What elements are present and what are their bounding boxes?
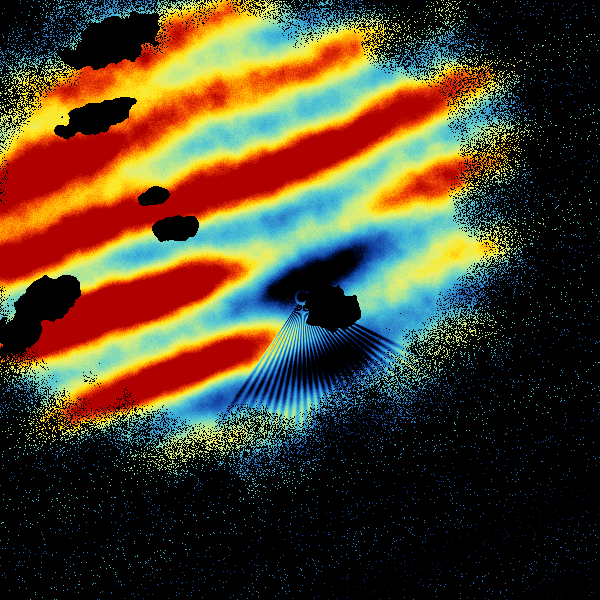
reflectivity-field-canvas bbox=[0, 0, 600, 600]
visualization-root: Radar Reflectivity Field jet-rainbow Ban… bbox=[0, 0, 600, 600]
